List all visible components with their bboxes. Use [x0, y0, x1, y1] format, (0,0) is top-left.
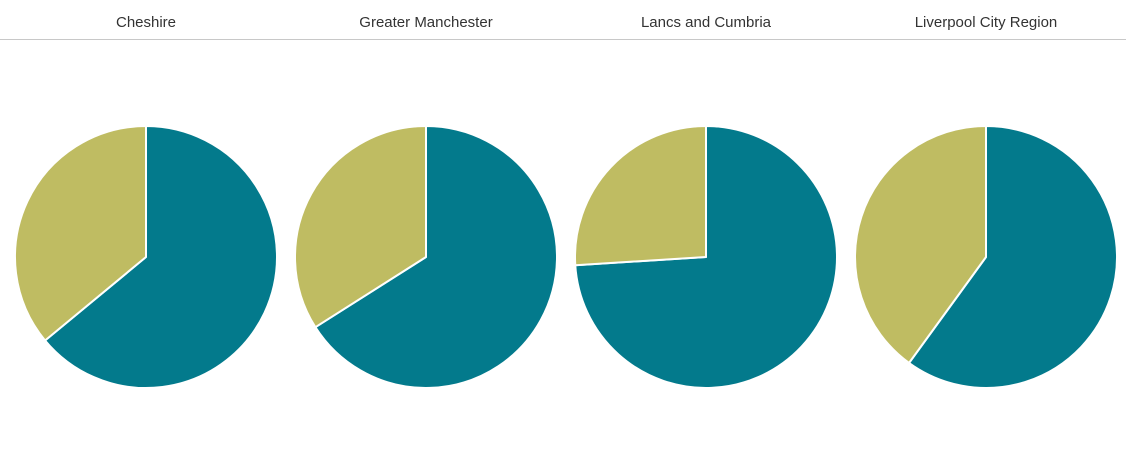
panel-header-row: Cheshire Greater Manchester Lancs and Cu…: [0, 0, 1126, 40]
pie-cheshire: [14, 125, 278, 389]
pie-liverpool-city-region: [854, 125, 1118, 389]
pie-slice-a: [44, 125, 278, 389]
panel-title-cheshire: Cheshire: [115, 14, 177, 31]
panel-title-greater-manchester: Greater Manchester: [359, 14, 493, 31]
panel-title-lancs-and-cumbria: Lancs and Cumbria: [640, 14, 772, 31]
pie-lancs-and-cumbria: [574, 125, 838, 389]
pie-slice-b: [14, 125, 147, 342]
pie-greater-manchester: [294, 125, 558, 389]
panel-title-liverpool-city-region: Liverpool City Region: [914, 14, 1058, 31]
pie-slice-b: [854, 125, 987, 364]
pie-slice-a: [908, 125, 1118, 389]
pie-slice-a: [314, 125, 558, 389]
pie-slice-b: [574, 125, 707, 267]
pie-slice-b: [294, 125, 427, 329]
